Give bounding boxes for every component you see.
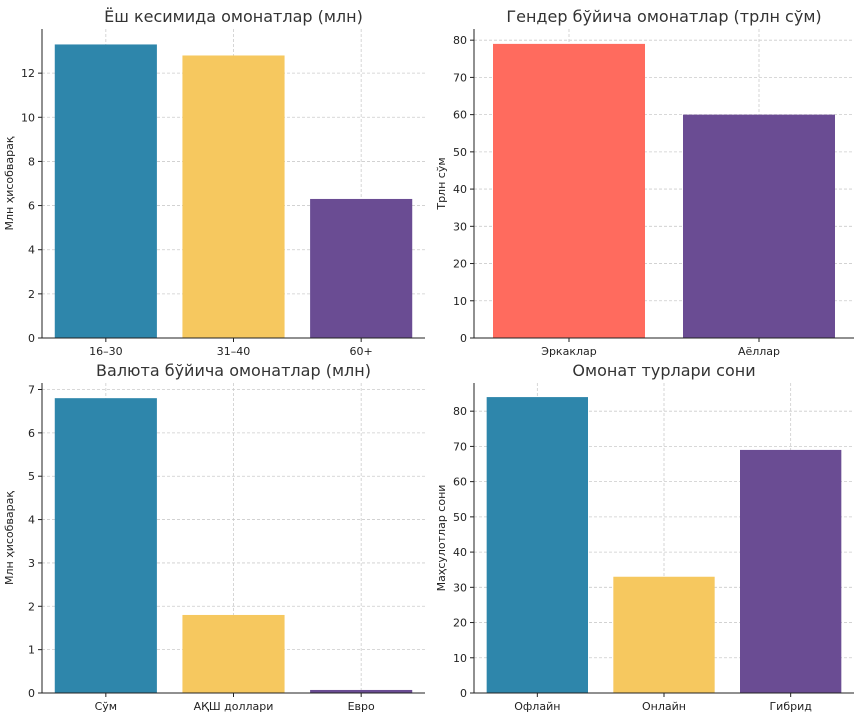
y-tick-label: 70 xyxy=(453,440,467,453)
y-tick-label: 4 xyxy=(28,244,35,257)
x-tick-label: Гибрид xyxy=(769,700,812,713)
x-tick-label: Офлайн xyxy=(514,700,560,713)
y-tick-label: 30 xyxy=(453,581,467,594)
y-tick-label: 40 xyxy=(453,183,467,196)
x-tick-label: 31–40 xyxy=(217,345,251,358)
chart-title: Гендер бўйича омонатлар (трлн сўм) xyxy=(506,7,821,26)
bar-1 xyxy=(54,398,157,693)
y-tick-label: 50 xyxy=(453,146,467,159)
y-tick-label: 12 xyxy=(21,67,35,80)
y-tick-label: 60 xyxy=(453,476,467,489)
bar-2 xyxy=(182,55,285,338)
y-tick-label: 70 xyxy=(453,71,467,84)
x-tick-label: Эркаклар xyxy=(541,345,596,358)
y-axis-label: Млн ҳисобварақ xyxy=(3,491,16,585)
bar-2 xyxy=(683,114,835,339)
x-tick-label: 60+ xyxy=(350,345,373,358)
y-tick-label: 0 xyxy=(460,687,467,700)
chart-currency-deposits: 0 1 2 3 4 5 6 7 Сўм АҚШ доллари Евро Валюта бўйича … xyxy=(3,361,425,713)
x-tick-label: Аёллар xyxy=(738,345,780,358)
y-tick-label: 1 xyxy=(28,644,35,657)
y-tick-label: 40 xyxy=(453,546,467,559)
x-tick-label: Евро xyxy=(348,700,375,713)
chart-title: Ёш кесимида омонатлар (млн) xyxy=(104,7,363,26)
y-tick-label: 0 xyxy=(28,687,35,700)
y-tick-label: 4 xyxy=(28,514,35,527)
y-tick-label: 6 xyxy=(28,427,35,440)
y-tick-label: 20 xyxy=(453,258,467,271)
bar-3 xyxy=(740,449,842,693)
bar-3 xyxy=(310,689,413,693)
x-tick-label: Сўм xyxy=(95,700,118,713)
chart-gender-deposits: 0 10 20 30 40 50 60 70 80 Эркаклар Аёллар Гендер бў… xyxy=(435,7,854,358)
y-tick-label: 10 xyxy=(453,295,467,308)
chart-deposit-types: 0 10 20 30 40 50 60 70 80 Офлайн Онлайн Гибрид Омона… xyxy=(435,361,854,713)
y-axis-label: Трлн сўм xyxy=(435,157,448,210)
chart-title: Валюта бўйича омонатлар (млн) xyxy=(96,361,371,380)
y-tick-label: 2 xyxy=(28,288,35,301)
y-tick-label: 80 xyxy=(453,34,467,47)
y-tick-label: 6 xyxy=(28,200,35,213)
y-tick-label: 80 xyxy=(453,405,467,418)
x-tick-label: Онлайн xyxy=(642,700,686,713)
y-tick-label: 0 xyxy=(460,332,467,345)
bar-1 xyxy=(54,44,157,338)
y-tick-label: 5 xyxy=(28,470,35,483)
bar-2 xyxy=(182,614,285,693)
bar-1 xyxy=(486,397,588,693)
y-tick-label: 0 xyxy=(28,332,35,345)
x-tick-label: 16–30 xyxy=(89,345,123,358)
x-tick-label: АҚШ доллари xyxy=(194,700,274,713)
y-tick-label: 30 xyxy=(453,220,467,233)
y-tick-label: 10 xyxy=(453,652,467,665)
y-tick-label: 7 xyxy=(28,384,35,397)
y-tick-label: 50 xyxy=(453,511,467,524)
y-axis-label: Млн ҳисобварақ xyxy=(3,136,16,230)
chart-title: Омонат турлари сони xyxy=(572,361,755,380)
y-tick-label: 60 xyxy=(453,109,467,122)
y-axis-label: Маҳсулотлар сони xyxy=(435,485,448,592)
bar-1 xyxy=(493,43,645,338)
y-tick-label: 20 xyxy=(453,617,467,630)
y-tick-label: 2 xyxy=(28,600,35,613)
y-tick-label: 10 xyxy=(21,111,35,124)
chart-age-deposits: 0 2 4 6 8 10 12 16–30 31–40 60+ Ёш кесимида омонат… xyxy=(3,7,425,358)
y-tick-label: 3 xyxy=(28,557,35,570)
bar-3 xyxy=(310,198,413,338)
y-tick-label: 8 xyxy=(28,155,35,168)
bar-2 xyxy=(613,576,715,693)
